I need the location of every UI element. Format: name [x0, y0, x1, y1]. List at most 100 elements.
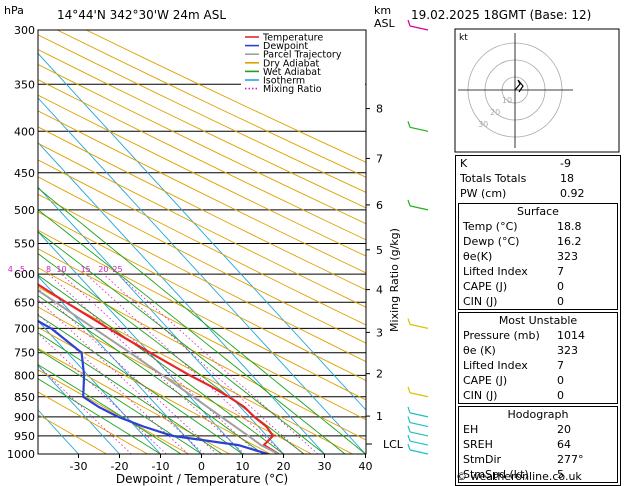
y-axis-label-right: Mixing Ratio (g/kg): [388, 228, 401, 332]
hodograph-ring-label: 10: [502, 96, 512, 105]
temperature-tick-label: -20: [111, 460, 129, 473]
wind-barb-flag: [407, 199, 411, 207]
wind-barb: [409, 205, 429, 211]
legend-label: Wet Adiabat: [263, 67, 321, 78]
temperature-tick-label: 20: [277, 460, 291, 473]
isotherm-line: [38, 97, 366, 454]
wind-barb-flag: [407, 425, 411, 433]
index-row: Pressure (mb) 1014: [459, 328, 617, 343]
isotherm-line: [38, 52, 366, 411]
wet-adiabat: [38, 378, 161, 454]
index-value: 7: [557, 265, 564, 278]
isotherm-line: [38, 186, 284, 454]
mixing-ratio-label: 5: [20, 265, 25, 274]
mixing-ratio-line: [103, 273, 304, 454]
wind-barb-flag: [407, 121, 411, 128]
index-value: 7: [557, 359, 564, 372]
index-row: Totals Totals 18: [456, 171, 620, 186]
wind-barb: [409, 323, 429, 329]
dry-adiabat: [57, 30, 366, 178]
index-label: StmSpd (kt): [463, 468, 529, 481]
dry-adiabat: [38, 391, 148, 454]
wind-barb: [409, 421, 429, 428]
surface-title: Surface: [517, 205, 559, 218]
index-label: CIN (J): [463, 295, 498, 308]
series-dewpoint: [38, 319, 269, 454]
legend-label: Isotherm: [263, 76, 305, 87]
km-tick-label: 2: [376, 368, 383, 381]
index-value: -9: [560, 157, 571, 170]
wind-barb-flag: [407, 443, 411, 451]
index-row: K -9: [456, 156, 620, 171]
temperature-tick-label: 0: [198, 460, 205, 473]
dry-adiabat: [38, 94, 366, 257]
dry-adiabat: [38, 229, 366, 401]
mixing-ratio-label: 8: [46, 265, 51, 274]
series-temperature: [38, 283, 280, 454]
wet-adiabat: [38, 274, 284, 454]
index-row: Lifted Index 7: [459, 358, 617, 373]
dry-adiabat: [38, 49, 366, 209]
index-value: 323: [557, 250, 578, 263]
wind-barb: [409, 431, 429, 437]
isotherm-line: [38, 231, 243, 454]
index-row: PW (cm) 0.92: [456, 186, 620, 201]
pressure-tick-label: 600: [14, 268, 35, 281]
index-label: Lifted Index: [463, 359, 528, 372]
wet-adiabat: [38, 348, 202, 454]
index-value: 0: [557, 389, 564, 402]
index-row: Dewp (°C) 16.2: [459, 234, 617, 249]
index-label: Totals Totals: [460, 172, 527, 185]
legend-label: Temperature: [262, 33, 323, 44]
pressure-tick-label: 400: [14, 125, 35, 138]
km-unit: km: [374, 4, 391, 17]
km-tick-label: 4: [376, 284, 383, 297]
wind-barb: [409, 440, 429, 446]
hodograph-ring-label: 30: [478, 120, 488, 129]
wind-barb: [409, 25, 429, 31]
temperature-tick-label: 10: [236, 460, 250, 473]
index-row: EH 20: [459, 422, 617, 437]
temperature-tick-label: 40: [359, 460, 373, 473]
wind-barb: [409, 126, 429, 132]
dry-adiabat: [38, 110, 366, 274]
index-label: StmDir: [463, 453, 502, 466]
dry-adiabat: [38, 248, 366, 421]
mixing-ratio-line: [85, 273, 285, 454]
index-label: CIN (J): [463, 389, 498, 402]
km-tick-label: 8: [376, 103, 383, 116]
index-value: 18.8: [557, 220, 582, 233]
dry-adiabat: [38, 142, 366, 308]
dry-adiabat: [38, 193, 366, 363]
index-row: Lifted Index 7: [459, 264, 617, 279]
index-label: PW (cm): [460, 187, 507, 200]
isotherm-line: [38, 364, 120, 454]
wet-adiabat: [38, 187, 366, 454]
index-label: EH: [463, 423, 479, 436]
index-label: Lifted Index: [463, 265, 528, 278]
asl-unit: ASL: [374, 17, 396, 30]
wind-barb-flag: [407, 406, 411, 414]
mixing-ratio-line: [61, 273, 259, 454]
temperature-tick-label: -10: [152, 460, 170, 473]
dry-adiabat: [38, 267, 366, 441]
index-label: CAPE (J): [463, 280, 508, 293]
legend-label: Mixing Ratio: [263, 84, 322, 95]
pressure-tick-label: 800: [14, 369, 35, 382]
dry-adiabat: [38, 126, 366, 291]
index-value: 5: [557, 468, 564, 481]
location-title: 14°44'N 342°30'W 24m ASL: [57, 8, 227, 22]
mixing-ratio-line: [38, 299, 205, 454]
pressure-tick-label: 650: [14, 296, 35, 309]
most-unstable-section: Most Unstable Pressure (mb) 1014 θe (K) 323…: [458, 312, 618, 404]
legend-box: [241, 31, 365, 91]
pressure-tick-label: 700: [14, 322, 35, 335]
surface-section: Surface Temp (°C) 18.8 Dewp (°C) 16.2 θe(K) 3…: [458, 203, 618, 310]
wind-barb-flag: [407, 434, 411, 442]
index-row: θe(K) 323: [459, 249, 617, 264]
dry-adiabat: [38, 159, 366, 326]
index-value: 18: [560, 172, 574, 185]
x-axis-label: Dewpoint / Temperature (°C): [116, 472, 288, 486]
datetime-title: 19.02.2025 18GMT (Base: 12): [411, 8, 592, 22]
